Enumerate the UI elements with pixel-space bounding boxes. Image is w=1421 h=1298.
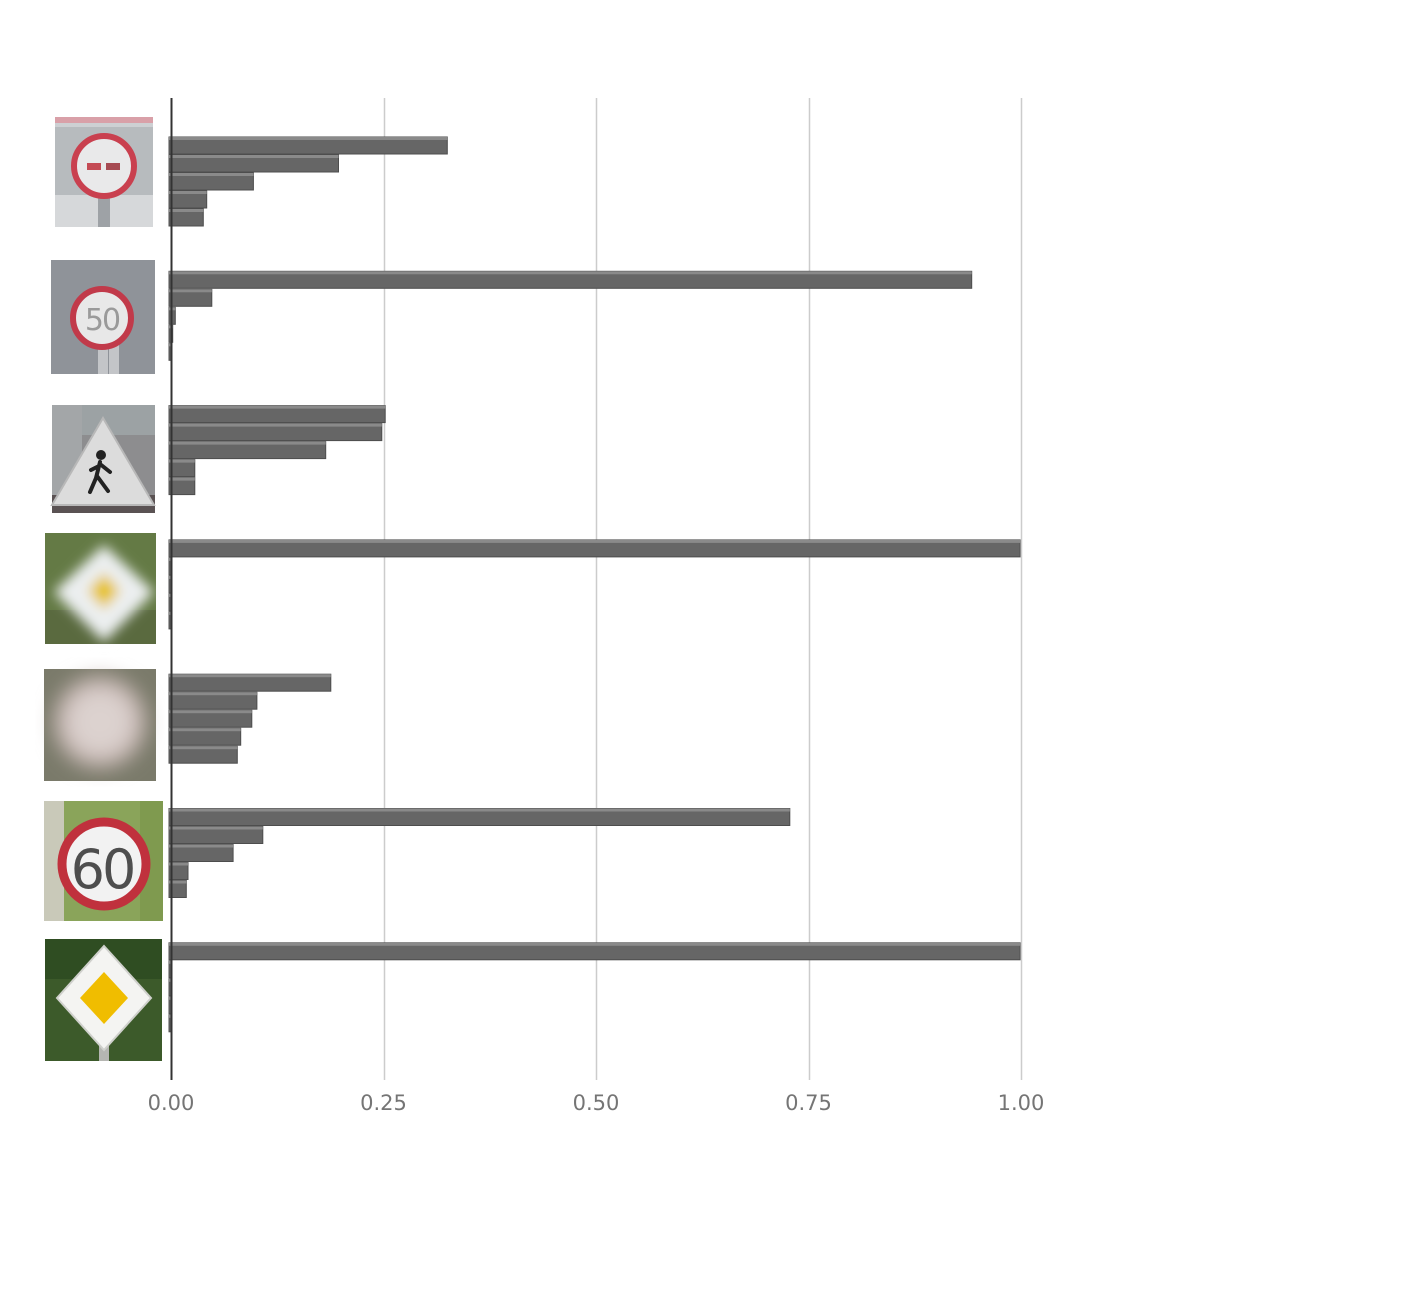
x-tick-label: 1.00 <box>998 1091 1045 1115</box>
priority-road-sign-image <box>45 939 162 1061</box>
bar-highlight <box>169 844 234 848</box>
bar-highlight <box>169 728 241 732</box>
bar-highlight <box>169 191 207 194</box>
no-passing-sign-image <box>55 117 153 227</box>
bar-group <box>168 136 448 227</box>
bar-group <box>168 673 332 764</box>
bar-group <box>168 539 1021 630</box>
bar-highlight <box>169 137 448 140</box>
pedestrian-crossing-sign-image <box>50 405 156 513</box>
x-tick-label: 0.00 <box>148 1091 195 1115</box>
bar-highlight <box>169 539 1021 543</box>
sign-50-text: 50 <box>85 303 120 338</box>
x-tick-labels: 0.00 0.25 0.50 0.75 1.00 <box>148 1091 1045 1115</box>
bar-highlight <box>169 880 187 884</box>
blurry-round-sign-image <box>44 669 156 781</box>
x-tick-label: 0.25 <box>360 1091 407 1115</box>
sign-60-text: 60 <box>71 838 134 901</box>
x-tick-label: 0.50 <box>573 1091 620 1115</box>
bar-highlight <box>169 862 188 866</box>
bar-group <box>168 405 386 496</box>
bar-highlight <box>169 173 254 176</box>
bar-highlight <box>169 826 263 830</box>
bar-highlight <box>169 674 331 678</box>
bar-highlight <box>169 459 195 463</box>
bar-highlight <box>169 746 238 750</box>
x-tick-label: 0.75 <box>785 1091 832 1115</box>
bar-highlight <box>169 808 790 812</box>
bar-group <box>168 808 791 898</box>
speed-limit-50-sign-image: 50 <box>51 260 155 374</box>
bar-highlight <box>169 271 972 275</box>
bar-group <box>168 270 973 361</box>
bar-highlight <box>169 692 257 696</box>
bar-highlight <box>169 477 195 481</box>
gridlines <box>383 98 1023 1080</box>
bar-highlight <box>169 209 204 212</box>
bar-highlight <box>169 423 382 427</box>
priority-road-sign-blurry-image <box>45 533 156 644</box>
bar-highlight <box>169 405 386 409</box>
bar-group <box>168 942 1021 1033</box>
bar-highlight <box>169 155 339 158</box>
bar-highlight <box>169 289 212 293</box>
bar-highlight <box>169 942 1021 946</box>
bar-highlight <box>169 710 252 714</box>
bars <box>168 136 1021 1033</box>
bar-highlight <box>169 441 326 445</box>
speed-limit-60-sign-image: 60 <box>44 801 163 921</box>
